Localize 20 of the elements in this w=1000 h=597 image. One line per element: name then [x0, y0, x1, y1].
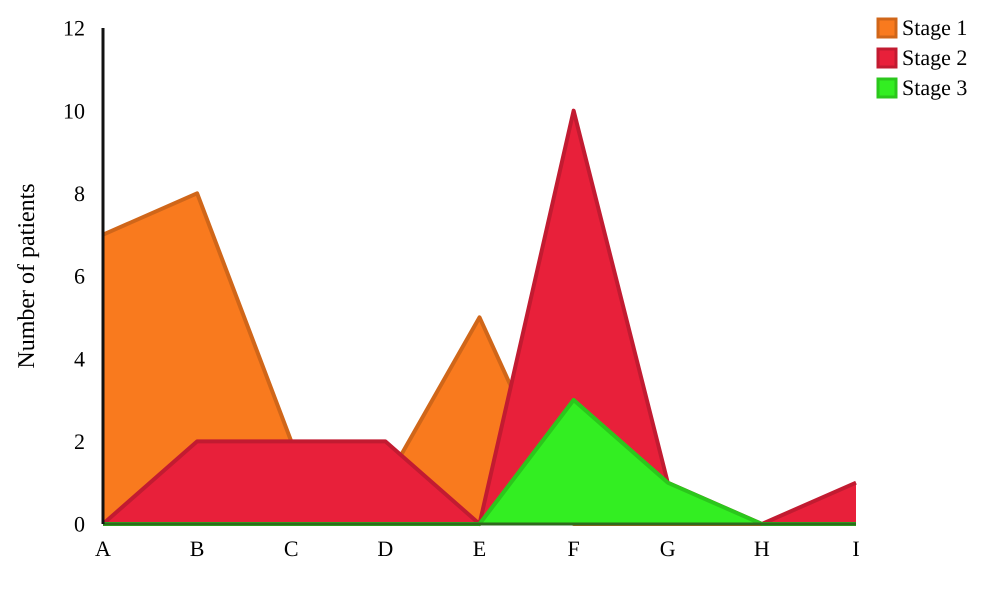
legend-label: Stage 3 — [902, 75, 968, 100]
y-tick-label: 10 — [63, 98, 85, 124]
x-tick-label: H — [754, 536, 770, 561]
x-tick-label: B — [190, 536, 204, 561]
y-tick-label: 2 — [74, 429, 85, 454]
y-tick-label: 6 — [74, 264, 85, 289]
y-tick-label: 8 — [74, 181, 85, 206]
y-axis-title: Number of patients — [14, 183, 40, 369]
y-tick-label: 12 — [63, 16, 85, 41]
x-tick-label: F — [568, 536, 580, 561]
x-tick-label: C — [284, 536, 299, 561]
x-tick-label: I — [852, 536, 860, 561]
x-tick-label: G — [660, 536, 676, 561]
y-tick-label: 0 — [74, 512, 85, 537]
x-tick-label: D — [377, 536, 394, 561]
y-tick-label: 4 — [74, 346, 85, 372]
x-tick-label: A — [95, 536, 112, 561]
legend-label: Stage 2 — [902, 45, 968, 70]
legend-label: Stage 1 — [902, 15, 968, 40]
x-tick-label: E — [472, 536, 486, 561]
